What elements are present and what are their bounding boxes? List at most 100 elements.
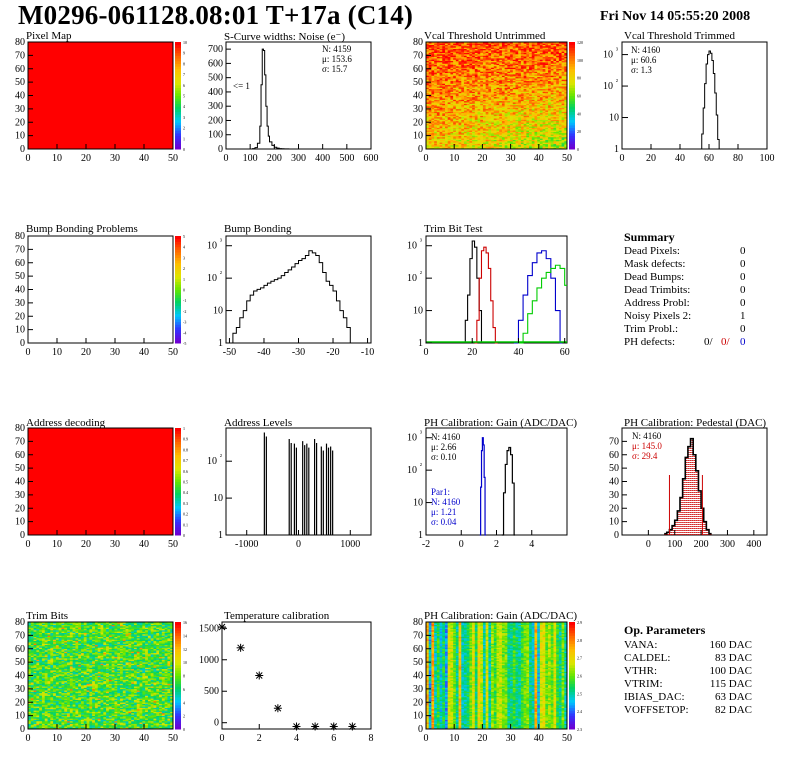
vcal-cell — [504, 64, 508, 67]
vcal-cell — [542, 112, 546, 115]
trim-bits-cell — [61, 724, 65, 727]
vcal-cell — [477, 48, 481, 51]
vcal-cell — [453, 124, 457, 127]
vcal-cell — [436, 118, 440, 120]
trim-bits-cell — [133, 726, 138, 728]
vcal-cell — [482, 88, 486, 91]
vcal-cell — [428, 134, 432, 136]
x-tick-label: 50 — [562, 153, 572, 164]
vcal-cell — [493, 134, 497, 136]
vcal-cell — [496, 75, 500, 78]
vcal-cell — [491, 135, 495, 138]
vcal-cell — [529, 71, 533, 74]
vcal-cell — [550, 63, 554, 66]
vcal-cell — [558, 108, 562, 111]
vcal-cell — [545, 50, 549, 52]
vcal-cell — [444, 63, 448, 66]
vcal-cell — [534, 142, 538, 144]
bump-colorbar-segment — [175, 294, 181, 299]
vcal-cell — [428, 67, 432, 70]
vcal-cell — [461, 130, 465, 132]
vcal-cell — [501, 72, 505, 75]
vcal-cell — [550, 64, 554, 67]
vcal-cell — [450, 75, 454, 78]
vcal-cell — [545, 99, 549, 102]
vcal-cell — [480, 51, 484, 53]
vcal-cell — [426, 86, 430, 88]
vcal-cell — [556, 48, 560, 51]
trim-bits-cell — [156, 726, 160, 728]
vcal-cell — [485, 127, 489, 130]
vcal-cell — [515, 90, 519, 92]
vcal-cell — [539, 52, 543, 55]
vcal-cell — [553, 44, 557, 47]
vcal-cell — [444, 52, 448, 55]
vcal-cell — [458, 94, 462, 96]
vcal-cell — [469, 95, 473, 98]
vcal-cell — [455, 67, 459, 70]
vcal-cell — [534, 143, 538, 146]
vcal-cell — [463, 100, 467, 103]
vcal-cell — [526, 47, 530, 49]
vcal-cell — [564, 114, 568, 116]
trim-bits-cell — [103, 723, 107, 726]
vcal-cell — [434, 68, 438, 71]
vcal-cell — [526, 88, 530, 91]
vcal-cell — [534, 138, 538, 140]
vcal-cell — [501, 52, 505, 55]
vcal-cell — [553, 79, 557, 82]
vcal-cell — [558, 95, 562, 98]
x-tick-label: 20 — [477, 153, 487, 164]
vcal-cell — [447, 74, 451, 76]
vcal-cell — [564, 76, 568, 79]
vcal-cell — [458, 119, 462, 122]
vcal-cell — [534, 132, 538, 135]
y-tick-label: 10 — [207, 273, 217, 284]
vcal-cell — [428, 104, 432, 107]
vcal-cell — [523, 79, 527, 82]
vcal-cell — [480, 70, 484, 72]
address-colorbar-segment — [175, 484, 181, 488]
vcal-cell — [550, 106, 554, 108]
vcal-cell — [534, 92, 538, 95]
vcal-cell — [442, 46, 446, 48]
vcal-cell — [436, 80, 440, 83]
vcal-cell — [450, 68, 454, 71]
bump-colorbar-label: -4 — [183, 330, 186, 335]
vcal-cell — [520, 48, 524, 51]
vcal-cell — [444, 56, 448, 59]
vcal-colorbar-segment — [569, 87, 575, 91]
vcal-cell — [436, 56, 440, 59]
vcal-cell — [444, 128, 448, 131]
vcal-cell — [436, 83, 440, 86]
vcal-cell — [472, 112, 476, 115]
vcal-cell — [439, 144, 443, 147]
vcal-cell — [466, 116, 470, 119]
vcal-cell — [496, 51, 500, 53]
vcal-cell — [523, 74, 527, 76]
vcal-cell — [466, 92, 470, 95]
vcal-cell — [428, 103, 432, 106]
vcal-cell — [548, 103, 552, 106]
vcal-cell — [444, 82, 448, 84]
vcal-cell — [493, 82, 497, 84]
vcal-cell — [529, 72, 533, 75]
vcal-cell — [469, 115, 473, 118]
vcal-cell — [518, 75, 522, 78]
vcal-cell — [472, 52, 476, 55]
vcal-cell — [526, 106, 530, 108]
vcal-cell — [512, 140, 516, 143]
vcal-cell — [447, 42, 451, 44]
vcal-cell — [558, 124, 562, 127]
vcal-cell — [461, 46, 465, 48]
vcal-cell — [466, 134, 470, 136]
vcal-cell — [526, 86, 530, 88]
vcal-cell — [493, 127, 497, 130]
vcal-cell — [455, 106, 459, 108]
vcal-cell — [496, 67, 500, 70]
trim-bits-cell — [156, 723, 160, 726]
vcal-cell — [485, 92, 489, 95]
vcal-cell — [482, 91, 486, 94]
vcal-cell — [512, 115, 516, 118]
vcal-cell — [450, 110, 454, 112]
